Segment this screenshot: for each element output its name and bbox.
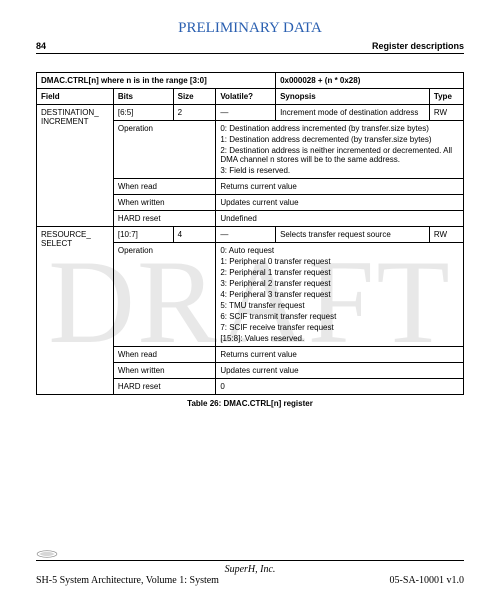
footer-doc-title: SH-5 System Architecture, Volume 1: Syst… bbox=[36, 575, 219, 586]
register-address: 0x000028 + (n * 0x28) bbox=[276, 73, 464, 89]
col-volatile: Volatile? bbox=[216, 89, 276, 105]
hard-reset-label: HARD reset bbox=[113, 379, 215, 395]
op-line: 3: Peripheral 2 transfer request bbox=[220, 279, 459, 288]
register-table: DMAC.CTRL[n] where n is in the range [3:… bbox=[36, 72, 464, 395]
field-bits: [10:7] bbox=[113, 227, 173, 243]
page-content: PRELIMINARY DATA 84 Register description… bbox=[0, 0, 500, 418]
op-line: 0: Auto request bbox=[220, 246, 459, 255]
op-line: 2: Destination address is neither increm… bbox=[220, 146, 459, 164]
when-written-label: When written bbox=[113, 363, 215, 379]
hard-reset-label: HARD reset bbox=[113, 211, 215, 227]
when-written-value: Updates current value bbox=[216, 195, 464, 211]
table-row: DESTINATION_ INCREMENT [6:5] 2 — Increme… bbox=[37, 105, 464, 121]
when-read-value: Returns current value bbox=[216, 179, 464, 195]
col-field: Field bbox=[37, 89, 114, 105]
operation-values: 0: Destination address incremented (by t… bbox=[216, 121, 464, 179]
op-line: 4: Peripheral 3 transfer request bbox=[220, 290, 459, 299]
col-synopsis: Synopsis bbox=[276, 89, 430, 105]
field-synopsis: Selects transfer request source bbox=[276, 227, 430, 243]
col-bits: Bits bbox=[113, 89, 173, 105]
field-type: RW bbox=[429, 227, 463, 243]
preliminary-heading: PRELIMINARY DATA bbox=[36, 20, 464, 37]
op-line: 0: Destination address incremented (by t… bbox=[220, 124, 459, 133]
table-header-row: Field Bits Size Volatile? Synopsis Type bbox=[37, 89, 464, 105]
op-line: 6: SCIF transmit transfer request bbox=[220, 312, 459, 321]
operation-values: 0: Auto request 1: Peripheral 0 transfer… bbox=[216, 243, 464, 347]
col-size: Size bbox=[173, 89, 216, 105]
field-synopsis: Increment mode of destination address bbox=[276, 105, 430, 121]
op-line: [15:8]: Values reserved. bbox=[220, 334, 459, 343]
page-number: 84 bbox=[36, 41, 46, 51]
register-name: DMAC.CTRL[n] where n is in the range [3:… bbox=[37, 73, 276, 89]
col-type: Type bbox=[429, 89, 463, 105]
field-volatile: — bbox=[216, 227, 276, 243]
section-title: Register descriptions bbox=[372, 41, 464, 51]
table-title-row: DMAC.CTRL[n] where n is in the range [3:… bbox=[37, 73, 464, 89]
page-footer: SuperH, Inc. SH-5 System Architecture, V… bbox=[36, 560, 464, 586]
operation-label: Operation bbox=[113, 243, 215, 347]
op-line: 3: Field is reserved. bbox=[220, 166, 459, 175]
footer-company: SuperH, Inc. bbox=[36, 564, 464, 575]
when-read-value: Returns current value bbox=[216, 347, 464, 363]
op-line: 1: Destination address decremented (by t… bbox=[220, 135, 459, 144]
page-header: 84 Register descriptions bbox=[36, 41, 464, 54]
field-size: 4 bbox=[173, 227, 216, 243]
when-read-label: When read bbox=[113, 347, 215, 363]
field-size: 2 bbox=[173, 105, 216, 121]
op-line: 5: TMU transfer request bbox=[220, 301, 459, 310]
table-row: RESOURCE_ SELECT [10:7] 4 — Selects tran… bbox=[37, 227, 464, 243]
op-line: 1: Peripheral 0 transfer request bbox=[220, 257, 459, 266]
hard-reset-value: Undefined bbox=[216, 211, 464, 227]
footer-doc-id: 05-SA-10001 v1.0 bbox=[390, 575, 464, 586]
field-name: DESTINATION_ INCREMENT bbox=[37, 105, 114, 227]
table-caption: Table 26: DMAC.CTRL[n] register bbox=[36, 399, 464, 408]
hard-reset-value: 0 bbox=[216, 379, 464, 395]
field-bits: [6:5] bbox=[113, 105, 173, 121]
operation-label: Operation bbox=[113, 121, 215, 179]
when-written-label: When written bbox=[113, 195, 215, 211]
op-line: 2: Peripheral 1 transfer request bbox=[220, 268, 459, 277]
field-name: RESOURCE_ SELECT bbox=[37, 227, 114, 395]
company-logo-icon bbox=[36, 547, 58, 564]
field-volatile: — bbox=[216, 105, 276, 121]
op-line: 7: SCIF receive transfer request bbox=[220, 323, 459, 332]
when-read-label: When read bbox=[113, 179, 215, 195]
field-type: RW bbox=[429, 105, 463, 121]
when-written-value: Updates current value bbox=[216, 363, 464, 379]
